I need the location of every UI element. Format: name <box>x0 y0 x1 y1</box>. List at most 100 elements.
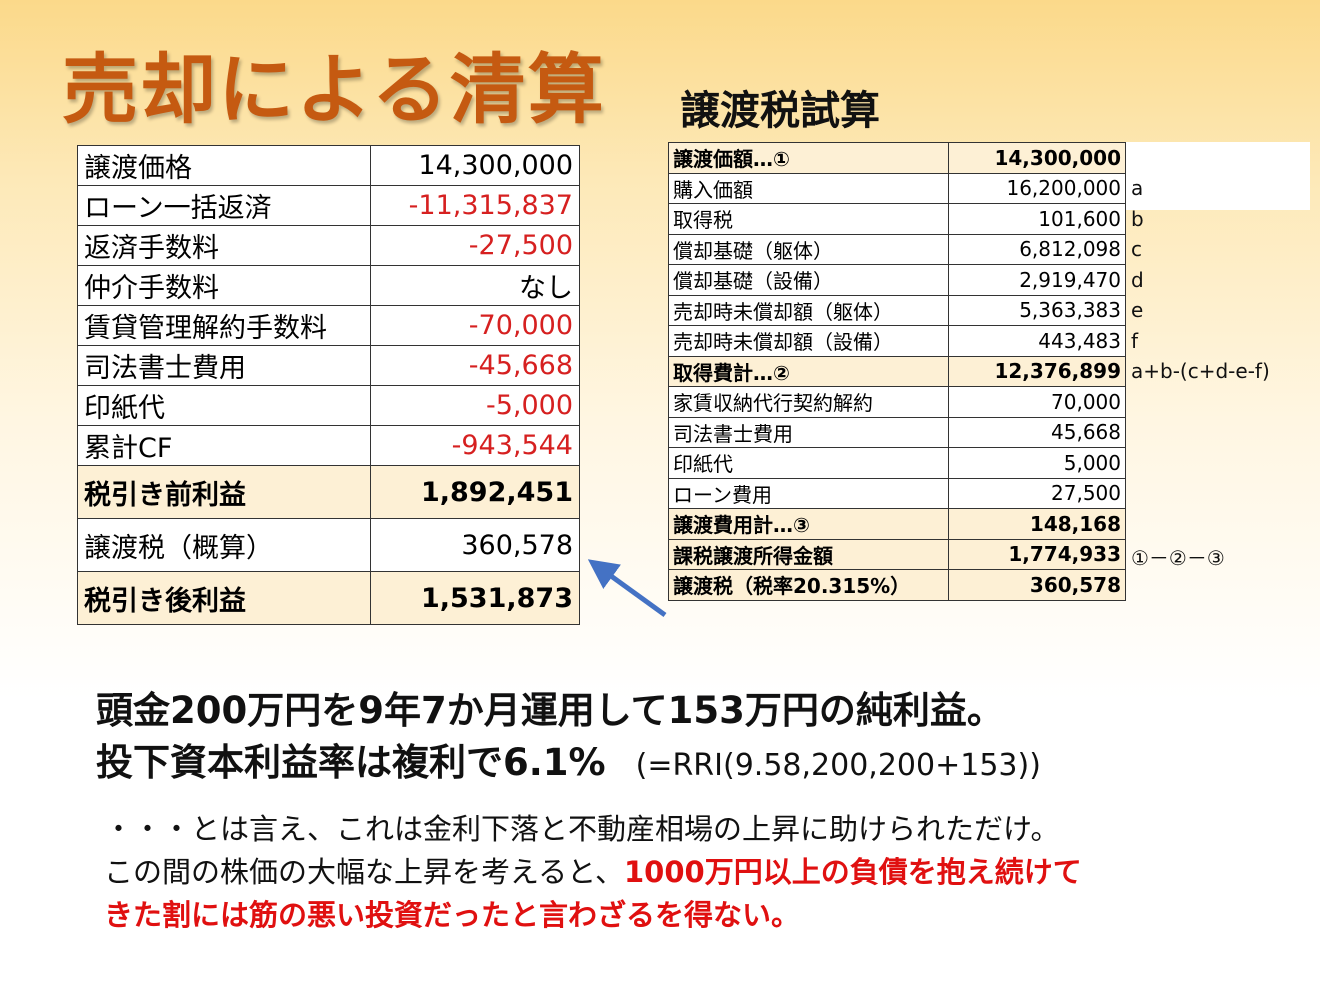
item-label: 税引き後利益 <box>77 571 371 625</box>
row-note: a+b-(c+d-e-f) <box>1131 359 1270 384</box>
item-label: 譲渡税（税率20.315%） <box>668 569 949 601</box>
item-label: 印紙代 <box>668 447 949 479</box>
item-value: 5,363,383 <box>948 294 1126 326</box>
table-row: 譲渡費用計…③ 148,168 <box>668 508 1126 540</box>
item-value: 360,578 <box>948 569 1126 601</box>
item-value: 14,300,000 <box>370 145 580 186</box>
table-row: 仲介手数料 なし <box>77 265 580 306</box>
table-row: 賃貸管理解約手数料 -70,000 <box>77 305 580 346</box>
item-label: 取得税 <box>668 203 949 235</box>
item-label: 譲渡費用計…③ <box>668 508 949 540</box>
item-value: -943,544 <box>370 425 580 466</box>
table-row: 司法書士費用 -45,668 <box>77 345 580 386</box>
table-row: 印紙代 5,000 <box>668 447 1126 479</box>
item-value: 12,376,899 <box>948 355 1126 387</box>
title: 売却による清算 <box>62 45 606 134</box>
table-row: ローン費用 27,500 <box>668 477 1126 509</box>
item-label: 賃貸管理解約手数料 <box>77 305 371 346</box>
table-row: 償却基礎（設備） 2,919,470 <box>668 264 1126 296</box>
arrow <box>587 559 667 618</box>
comment-emphasis: きた割には筋の悪い投資だったと言わざるを得ない。 <box>104 898 801 932</box>
item-value: 5,000 <box>948 447 1126 479</box>
item-label: 売却時未償却額（設備） <box>668 325 949 357</box>
item-label: 司法書士費用 <box>668 416 949 448</box>
summary-text: 投下資本利益率は複利で6.1% <box>96 741 606 784</box>
item-value: 1,892,451 <box>370 465 580 519</box>
item-value: 16,200,000 <box>948 172 1126 204</box>
item-label: 返済手数料 <box>77 225 371 266</box>
table-row: 税引き前利益 1,892,451 <box>77 465 580 519</box>
row-note: c <box>1131 237 1142 262</box>
item-value: -5,000 <box>370 385 580 426</box>
table-row: 売却時未償却額（躯体） 5,363,383 <box>668 294 1126 326</box>
item-value: -70,000 <box>370 305 580 346</box>
table-row: 司法書士費用 45,668 <box>668 416 1126 448</box>
table-row: 返済手数料 -27,500 <box>77 225 580 266</box>
table-row: 家賃収納代行契約解約 70,000 <box>668 386 1126 418</box>
table-row: 償却基礎（躯体） 6,812,098 <box>668 233 1126 265</box>
item-value: 148,168 <box>948 508 1126 540</box>
item-label: 譲渡価格 <box>77 145 371 186</box>
tax-table: 譲渡価額…① 14,300,000 購入価額 16,200,000 取得税 101,600… <box>668 142 1126 601</box>
item-value: 70,000 <box>948 386 1126 418</box>
item-value: 360,578 <box>370 518 580 572</box>
item-value: -45,668 <box>370 345 580 386</box>
item-label: 購入価額 <box>668 172 949 204</box>
item-value: -11,315,837 <box>370 185 580 226</box>
summary-line: 頭金200万円を9年7か月運用して153万円の純利益。 <box>96 689 1004 732</box>
item-value: 6,812,098 <box>948 233 1126 265</box>
table-row: 課税譲渡所得金額 1,774,933 <box>668 538 1126 570</box>
item-value: 14,300,000 <box>948 142 1126 174</box>
item-value: 27,500 <box>948 477 1126 509</box>
table-row: 累計CF -943,544 <box>77 425 580 466</box>
table-row: 譲渡価額…① 14,300,000 <box>668 142 1126 174</box>
settlement-table: 譲渡価格 14,300,000 ローン一括返済 -11,315,837 返済手数料 -27… <box>77 145 580 625</box>
item-label: 家賃収納代行契約解約 <box>668 386 949 418</box>
item-label: 税引き前利益 <box>77 465 371 519</box>
item-value: 45,668 <box>948 416 1126 448</box>
comment-line: ・・・とは言え、これは金利下落と不動産相場の上昇に助けられただけ。 <box>104 812 1060 846</box>
table-row: 税引き後利益 1,531,873 <box>77 571 580 625</box>
row-note: a <box>1131 176 1144 201</box>
table-row: ローン一括返済 -11,315,837 <box>77 185 580 226</box>
summary-line: 投下資本利益率は複利で6.1% (=RRI(9.58,200,200+153)) <box>96 732 1041 786</box>
item-value: 2,919,470 <box>948 264 1126 296</box>
item-label: 償却基礎（設備） <box>668 264 949 296</box>
item-value: -27,500 <box>370 225 580 266</box>
item-label: 取得費計…② <box>668 355 949 387</box>
row-note: d <box>1131 267 1144 292</box>
item-label: 課税譲渡所得金額 <box>668 538 949 570</box>
table-row: 取得税 101,600 <box>668 203 1126 235</box>
item-label: 売却時未償却額（躯体） <box>668 294 949 326</box>
table-row: 取得費計…② 12,376,899 <box>668 355 1126 387</box>
table-row: 譲渡税（概算） 360,578 <box>77 518 580 572</box>
formula: (=RRI(9.58,200,200+153)) <box>635 748 1041 783</box>
table-row: 譲渡税（税率20.315%） 360,578 <box>668 569 1126 601</box>
comment-text: この間の株価の大幅な上昇を考えると、 <box>104 855 624 889</box>
item-label: 累計CF <box>77 425 371 466</box>
tax-title: 譲渡税試算 <box>680 88 880 134</box>
item-label: 償却基礎（躯体） <box>668 233 949 265</box>
item-value: 443,483 <box>948 325 1126 357</box>
item-label: 仲介手数料 <box>77 265 371 306</box>
row-note: f <box>1131 328 1139 353</box>
table-row: 購入価額 16,200,000 <box>668 172 1126 204</box>
item-label: ローン費用 <box>668 477 949 509</box>
row-note: b <box>1131 206 1144 231</box>
comment-line: この間の株価の大幅な上昇を考えると、1000万円以上の負債を抱え続けて <box>104 849 1082 891</box>
item-value: 101,600 <box>948 203 1126 235</box>
comment-emphasis: 1000万円以上の負債を抱え続けて <box>623 855 1082 889</box>
table-row: 売却時未償却額（設備） 443,483 <box>668 325 1126 357</box>
table-row: 譲渡価格 14,300,000 <box>77 145 580 186</box>
item-label: ローン一括返済 <box>77 185 371 226</box>
row-note: e <box>1131 298 1144 323</box>
table-row: 印紙代 -5,000 <box>77 385 580 426</box>
item-label: 司法書士費用 <box>77 345 371 386</box>
item-label: 譲渡価額…① <box>668 142 949 174</box>
row-note: ①－②－③ <box>1131 546 1225 571</box>
item-label: 印紙代 <box>77 385 371 426</box>
item-value: 1,774,933 <box>948 538 1126 570</box>
item-value: 1,531,873 <box>370 571 580 625</box>
item-label: 譲渡税（概算） <box>77 518 371 572</box>
